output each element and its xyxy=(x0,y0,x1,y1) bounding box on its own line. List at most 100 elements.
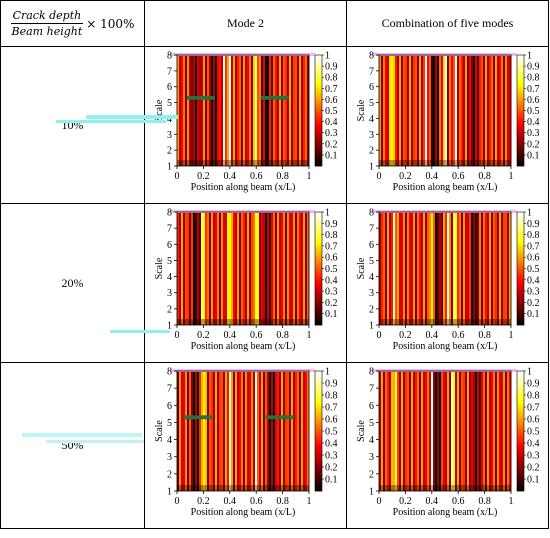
heatmap-column xyxy=(223,55,226,166)
heatmap-column xyxy=(457,371,460,491)
colorbar-segment xyxy=(315,104,322,109)
heatmap-column xyxy=(485,55,488,166)
heatmap-column xyxy=(213,212,216,325)
heatmap-plot: 0 0.2 0.4 0.6 0.8 1 Position along beam (x/L) 1… xyxy=(356,208,540,353)
heatmap-image xyxy=(379,371,512,491)
colorbar-segment xyxy=(517,129,524,133)
colorbar-segment xyxy=(315,449,322,453)
heatmap-column xyxy=(387,55,390,166)
colorbar-segment xyxy=(315,91,322,95)
artifact-stripe xyxy=(56,120,166,123)
heatmap-column xyxy=(211,371,214,491)
y-tick-label: 7 xyxy=(167,224,172,235)
heatmap-column xyxy=(213,55,216,166)
heatmap-column xyxy=(465,371,468,491)
heatmap-column xyxy=(231,371,234,491)
colorbar-segment xyxy=(315,416,322,420)
colorbar-segment xyxy=(315,77,322,81)
heatmap-column xyxy=(189,212,192,325)
heatmap-column xyxy=(205,55,208,166)
heatmap-image xyxy=(177,371,310,491)
x-tick-label: 0.6 xyxy=(452,171,465,182)
heatmap-column xyxy=(453,55,456,166)
heatmap-column xyxy=(299,55,302,166)
x-tick-label: 0.8 xyxy=(276,330,289,341)
colorbar-segment xyxy=(315,160,322,164)
heatmap-column xyxy=(395,371,398,491)
colorbar-segment xyxy=(517,88,524,92)
colorbar-segment xyxy=(315,71,322,75)
colorbar-segment xyxy=(315,285,322,289)
heatmap-column xyxy=(437,371,440,491)
corner-numerator: Crack depth xyxy=(10,9,84,24)
colorbar-segment xyxy=(517,322,524,326)
y-tick-label: 1 xyxy=(167,162,172,173)
heatmap-column xyxy=(449,371,452,491)
plot-frame xyxy=(176,54,310,167)
heatmap-column xyxy=(251,371,254,491)
heatmap-column xyxy=(497,55,500,166)
y-tick-label: 7 xyxy=(167,384,172,395)
heatmap-column xyxy=(471,371,474,491)
heatmap-column xyxy=(401,55,404,166)
colorbar-tick-label: 0.4 xyxy=(527,439,540,450)
heatmap-column xyxy=(231,212,234,325)
y-axis-label: Scale xyxy=(356,257,367,279)
plot-frame xyxy=(176,370,310,492)
colorbar-segment xyxy=(315,404,322,408)
heatmap-column xyxy=(217,55,220,166)
heatmap-column xyxy=(209,212,212,325)
colorbar: 0.10.20.30.40.50.60.70.80.91 xyxy=(314,367,338,492)
heatmap-column xyxy=(505,371,508,491)
heatmap-column xyxy=(227,371,230,491)
heatmap-column xyxy=(257,55,260,166)
colorbar-segment xyxy=(315,102,322,106)
colorbar-segment xyxy=(315,380,322,384)
heatmap-column xyxy=(481,55,484,166)
row-label-50: 50% xyxy=(0,362,145,529)
colorbar-segment xyxy=(517,288,524,292)
heatmap-column xyxy=(417,212,420,325)
colorbar-segment xyxy=(315,226,322,230)
heatmap-column xyxy=(297,212,300,325)
heatmap-column xyxy=(483,212,486,325)
heatmap-column xyxy=(285,212,288,325)
heatmap-column xyxy=(281,55,284,166)
colorbar-segment xyxy=(517,234,524,238)
heatmap-column xyxy=(225,55,228,166)
colorbar-segment xyxy=(517,82,524,86)
heatmap-column xyxy=(429,212,432,325)
x-tick-label: 0.4 xyxy=(224,171,237,182)
y-tick-label: 1 xyxy=(369,321,374,332)
heatmap-column xyxy=(269,212,272,325)
colorbar-segment xyxy=(315,473,322,477)
heatmap-column xyxy=(499,371,502,491)
heatmap-column xyxy=(491,371,494,491)
colorbar-segment xyxy=(517,425,524,429)
colorbar-segment xyxy=(315,482,322,486)
plot-top-edge xyxy=(171,369,315,372)
heatmap-column xyxy=(273,371,276,491)
heatmap-column xyxy=(295,371,298,491)
y-tick-label: 7 xyxy=(167,66,172,77)
heatmap-column xyxy=(407,212,410,325)
heatmap-column xyxy=(447,371,450,491)
heatmap-column xyxy=(441,212,444,325)
heatmap-column xyxy=(417,371,420,491)
colorbar-segment xyxy=(315,299,322,303)
heatmap-column xyxy=(195,212,198,325)
heatmap-column xyxy=(409,55,412,166)
heatmap-column xyxy=(479,212,482,325)
heatmap-column xyxy=(509,55,512,166)
colorbar-segment xyxy=(517,449,524,453)
heatmap-column xyxy=(307,212,310,325)
heatmap-column xyxy=(245,212,248,325)
colorbar-segment xyxy=(517,68,524,72)
heatmap-column xyxy=(241,55,244,166)
heatmap-column xyxy=(307,371,310,491)
heatmap-column xyxy=(383,212,386,325)
colorbar-tick-label: 0.1 xyxy=(527,150,540,161)
y-axis-label: Scale xyxy=(154,99,165,121)
colorbar-tick-label: 0.1 xyxy=(325,150,338,161)
colorbar-segment xyxy=(517,268,524,272)
